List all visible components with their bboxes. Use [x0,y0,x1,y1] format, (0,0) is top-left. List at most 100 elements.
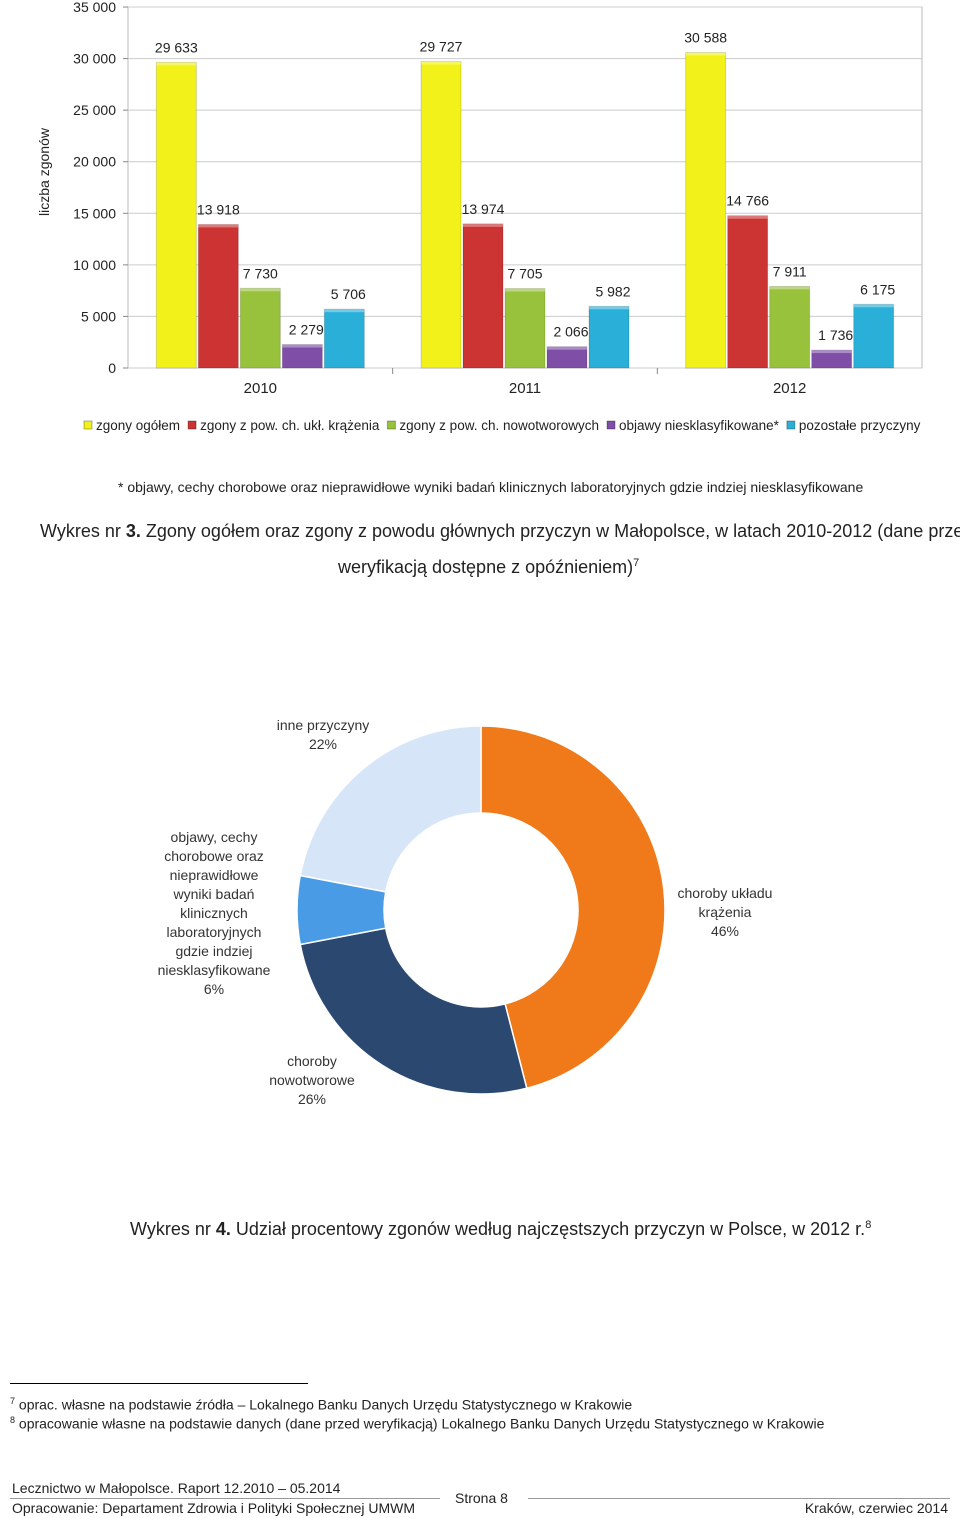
caption-number: 4. [215,1219,231,1239]
bar-highlight [324,309,365,313]
legend-label: zgony z pow. ch. ukł. krążenia [200,418,380,433]
bar [685,52,727,369]
caption-text: Zgony ogółem oraz zgony z powodu głównyc… [145,521,960,541]
footer-page-number: Strona 8 [455,1490,508,1506]
figure-caption-3: Wykres nr 3. Zgony ogółem oraz zgony z p… [40,521,960,542]
data-label: 7 911 [773,263,807,279]
data-label: 6 175 [860,281,895,297]
data-label: 5 982 [595,283,630,299]
bar [197,223,239,369]
footer-rule-left [10,1498,440,1499]
donut-slice [480,725,666,1090]
slice-label: choroby nowotworowe 26% [269,1053,355,1107]
footer-date: Kraków, czerwiec 2014 [804,1500,948,1516]
bar [155,61,197,369]
legend-label: pozostałe przyczyny [799,418,921,433]
footer-rule-right [528,1498,950,1499]
y-tick-label: 0 [108,360,116,376]
bar-highlight [685,52,726,56]
legend-label: zgony z pow. ch. nowotworowych [399,418,599,433]
donut-slice [299,725,482,893]
bar-highlight [505,288,545,292]
slice-label: choroby układu krążenia 46% [678,885,773,939]
data-label: 2 066 [553,324,588,340]
bar [281,343,323,369]
figure-caption-4: Wykres nr 4. Udział procentowy zgonów we… [130,1219,871,1240]
bar-highlight [547,346,587,350]
y-tick-label: 15 000 [73,205,116,221]
x-tick-label: 2010 [244,380,277,397]
footer-department: Opracowanie: Departament Zdrowia i Polit… [12,1500,416,1516]
footnote-ref[interactable]: 7 [633,557,640,569]
y-tick-label: 30 000 [73,51,116,67]
data-label: 29 727 [420,38,463,54]
legend-swatch [786,420,796,430]
bar [811,349,853,369]
footnote-7: 7 oprac. własne na podstawie źródła – Lo… [10,1396,632,1413]
bar [588,305,630,369]
y-tick-label: 25 000 [73,102,116,118]
caption-prefix: Wykres nr [130,1219,211,1239]
data-label: 13 918 [197,201,240,217]
bar-highlight [198,224,239,228]
bar-highlight [240,288,281,292]
bar [420,60,462,369]
x-tick-label: 2012 [773,380,806,397]
data-label: 7 705 [507,266,542,282]
bar-highlight [853,304,894,308]
y-axis-label: liczba zgonów [36,127,52,216]
caption-text: Udział procentowy zgonów według najczęst… [235,1219,866,1239]
x-tick-label: 2011 [509,380,541,397]
bar-chart: 0 5 000 10 000 15 000 20 000 25 000 30 000 35 0… [36,0,923,433]
slice-label: inne przyczyny 22% [277,717,370,752]
bar [323,308,365,369]
legend-swatch [386,420,396,430]
footnote-8: 8 opracowanie własne na podstawie danych… [10,1415,824,1432]
bar-highlight [156,62,197,66]
footnote-text: oprac. własne na podstawie źródła – Loka… [18,1396,633,1413]
footnote-ref[interactable]: 8 [865,1219,872,1231]
data-label: 29 633 [155,39,198,55]
legend-swatch [187,420,197,430]
data-label: 13 974 [462,201,505,217]
bar-highlight [769,286,810,290]
figure-caption-3-line2: weryfikacją dostępne z opóźnieniem)7 [338,557,639,578]
caption-text-line2: weryfikacją dostępne z opóźnieniem) [338,557,634,577]
data-label: 30 588 [684,30,727,46]
data-label: 5 706 [331,286,366,302]
bar [769,285,811,369]
bar-highlight [421,61,461,65]
bar [462,223,504,369]
footnote-separator [10,1383,308,1384]
data-label: 7 730 [243,265,278,281]
bar [727,215,769,369]
data-label: 2 279 [289,321,324,337]
caption-prefix: Wykres nr [40,521,121,541]
footnote-text: opracowanie własne na podstawie danych (… [18,1415,825,1432]
y-tick-label: 20 000 [73,154,116,170]
y-tick-label: 5 000 [81,308,116,324]
bar [504,288,546,369]
bar [853,303,895,369]
legend-label: zgony ogółem [96,418,180,433]
bar-highlight [589,306,629,310]
bar-highlight [727,215,768,219]
bar [546,346,588,369]
bar [239,287,281,369]
data-label: 1 736 [818,327,853,343]
caption-number: 3. [125,521,141,541]
footer-report-title: Lecznictwo w Małopolsce. Raport 12.2010 … [12,1480,341,1496]
y-tick-label: 10 000 [73,257,116,273]
bar-highlight [463,223,503,227]
data-label: 14 766 [726,193,769,209]
slice-label: objawy, cechy chorobowe oraz nieprawidłowe… [158,829,271,997]
donut-slice [299,927,528,1095]
chart-footnote: * objawy, cechy chorobowe oraz nieprawid… [118,479,864,495]
y-tick-label: 35 000 [73,0,116,15]
legend-swatch [83,420,93,430]
donut-slice [296,874,387,946]
bar-highlight [282,344,323,348]
footnote-number: 8 [10,1415,16,1425]
bar-highlight [811,350,852,354]
legend-label: objawy niesklasyfikowane* [619,418,780,433]
